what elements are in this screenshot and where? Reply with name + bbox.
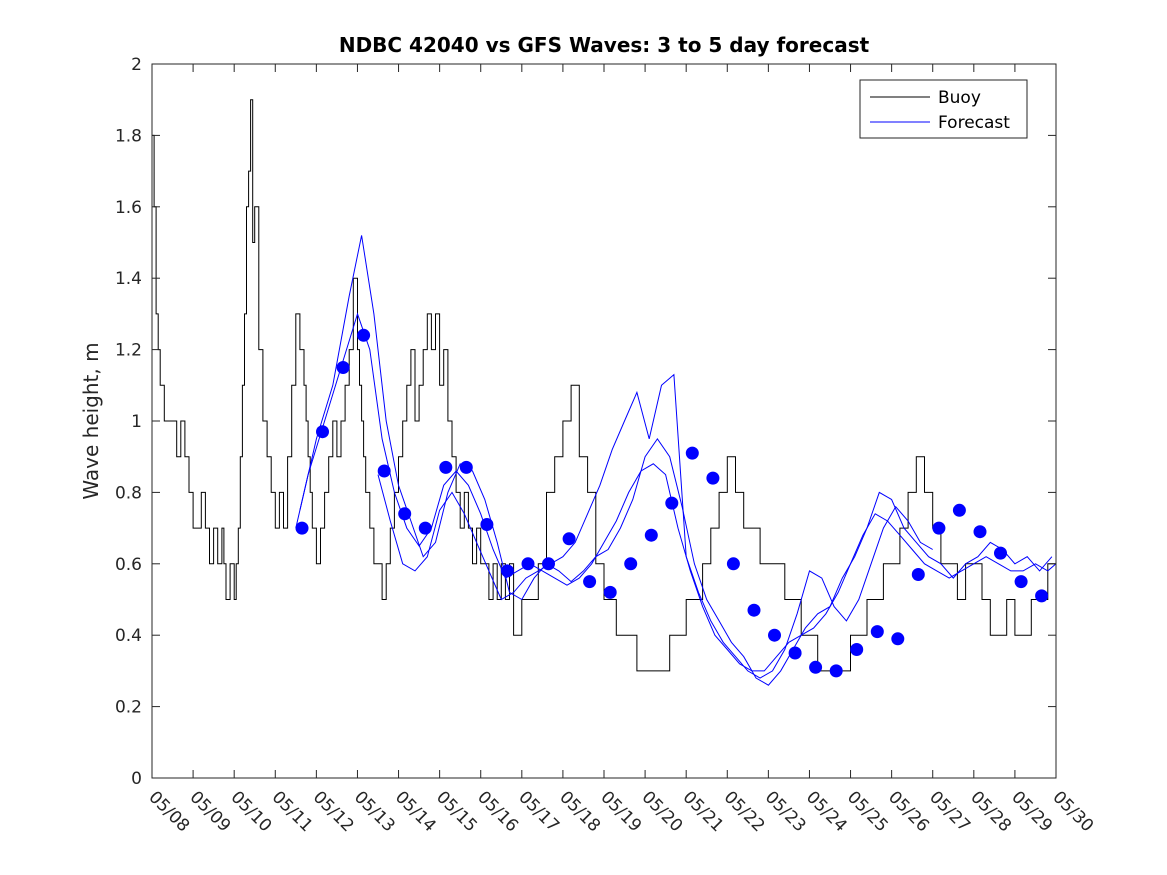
y-tick-label-0: 0 <box>131 769 142 789</box>
forecast-marker-28 <box>870 625 884 639</box>
series-line-1 <box>295 312 1057 672</box>
forecast-marker-30 <box>911 568 925 581</box>
series-line-2 <box>299 235 1053 686</box>
legend: Buoy Forecast <box>859 79 1028 139</box>
forecast-marker-4 <box>377 464 391 478</box>
y-tick-label-4: 0.8 <box>115 483 142 503</box>
legend-forecast-label: Forecast <box>938 113 1010 133</box>
forecast-marker-19 <box>685 446 699 460</box>
forecast-marker-1 <box>316 425 329 439</box>
y-axis-label: Wave height, m <box>79 342 103 499</box>
forecast-marker-14 <box>583 575 597 589</box>
forecast-marker-27 <box>850 643 864 656</box>
forecast-marker-25 <box>809 660 823 674</box>
y-tick-label-7: 1.4 <box>115 269 142 289</box>
forecast-marker-32 <box>952 503 966 517</box>
forecast-marker-15 <box>603 585 617 599</box>
forecast-marker-22 <box>747 603 761 617</box>
legend-buoy-label: Buoy <box>938 88 981 108</box>
forecast-marker-24 <box>788 646 802 660</box>
plot-area <box>152 99 1057 686</box>
y-tick-label-1: 0.2 <box>115 698 142 718</box>
forecast-marker-26 <box>829 664 843 678</box>
y-tick-label-2: 0.4 <box>115 626 142 646</box>
y-tick-label-8: 1.6 <box>115 198 142 218</box>
forecast-marker-2 <box>336 361 350 374</box>
forecast-marker-10 <box>500 564 514 578</box>
forecast-marker-9 <box>480 518 494 531</box>
forecast-marker-17 <box>644 528 658 542</box>
y-tick-label-5: 1 <box>131 412 142 432</box>
series-line-0 <box>152 99 1056 672</box>
forecast-marker-13 <box>562 532 576 546</box>
forecast-marker-35 <box>1014 575 1028 589</box>
forecast-marker-7 <box>439 460 453 474</box>
forecast-marker-3 <box>357 328 371 342</box>
legend-box <box>859 79 1028 139</box>
forecast-marker-20 <box>706 471 720 485</box>
series-line-3 <box>377 373 933 679</box>
forecast-marker-5 <box>398 507 412 521</box>
forecast-marker-6 <box>418 521 432 535</box>
forecast-marker-36 <box>1035 589 1049 603</box>
y-tick-label-10: 2 <box>131 55 142 75</box>
forecast-marker-11 <box>521 557 535 571</box>
forecast-marker-0 <box>295 521 309 535</box>
forecast-marker-29 <box>891 632 905 646</box>
forecast-marker-18 <box>665 496 679 510</box>
forecast-marker-8 <box>459 460 473 474</box>
forecast-marker-12 <box>542 557 555 571</box>
forecast-marker-23 <box>768 628 781 642</box>
forecast-marker-31 <box>932 521 946 535</box>
chart-title: NDBC 42040 vs GFS Waves: 3 to 5 day fore… <box>339 33 870 57</box>
y-tick-label-3: 0.6 <box>115 555 142 575</box>
forecast-marker-21 <box>726 557 740 571</box>
forecast-marker-33 <box>973 525 987 539</box>
y-tick-label-9: 1.8 <box>115 126 142 146</box>
forecast-marker-34 <box>994 546 1007 560</box>
y-tick-label-6: 1.2 <box>115 341 142 361</box>
forecast-marker-16 <box>624 557 638 571</box>
